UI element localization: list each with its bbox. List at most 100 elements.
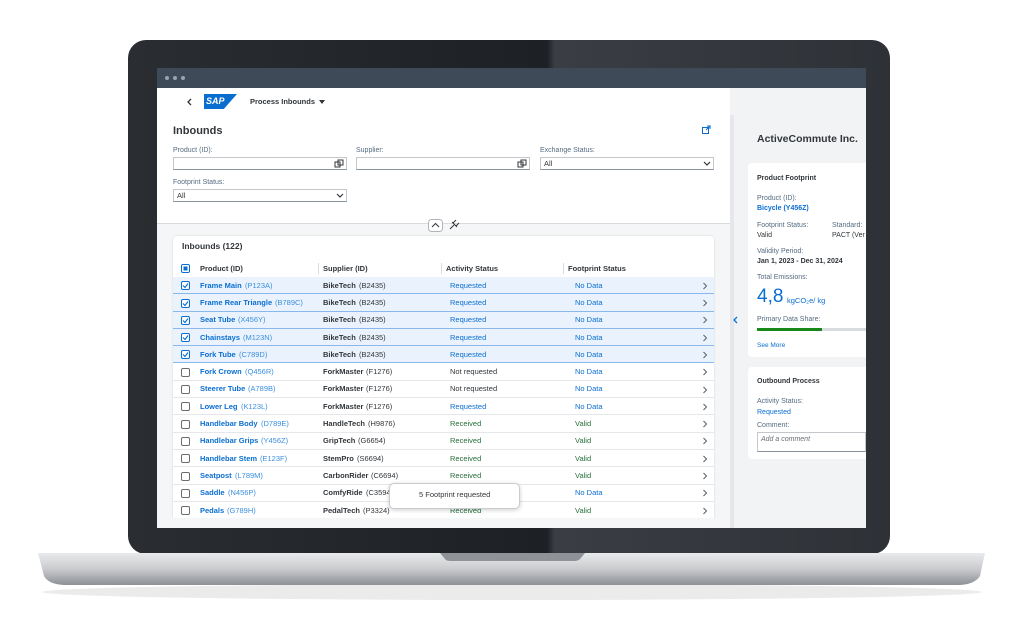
- product-name[interactable]: Frame Main: [200, 280, 242, 290]
- exchange-select[interactable]: [540, 157, 714, 170]
- checkbox[interactable]: [181, 281, 190, 291]
- checkbox[interactable]: [181, 264, 190, 273]
- share-icon[interactable]: [701, 125, 711, 135]
- checkbox[interactable]: [181, 436, 190, 446]
- table-card-bottom: [173, 518, 714, 528]
- table-row[interactable]: [173, 398, 714, 416]
- checkbox[interactable]: [181, 402, 190, 412]
- checkbox[interactable]: [181, 419, 190, 429]
- product-name[interactable]: Fork Crown: [200, 367, 242, 377]
- select-arrow[interactable]: [336, 192, 344, 200]
- product-name[interactable]: Handlebar Body: [200, 419, 258, 428]
- row-navigation[interactable]: [702, 386, 708, 394]
- supplier-name: ForkMaster: [323, 384, 364, 394]
- product-name[interactable]: Frame Rear Triangle: [200, 297, 273, 307]
- footprint-status: No Data: [575, 367, 603, 377]
- product-name[interactable]: Lower Leg: [200, 401, 238, 411]
- value-help-icon[interactable]: [517, 159, 527, 169]
- see-more-link[interactable]: See More: [757, 342, 786, 349]
- comment-input[interactable]: [757, 432, 866, 452]
- footprint-status: No Data: [575, 280, 603, 290]
- app-title[interactable]: Process Inbounds: [250, 97, 316, 106]
- emissions-value: 4,8: [757, 286, 784, 307]
- row-navigation[interactable]: [702, 351, 708, 359]
- product-name[interactable]: Handlebar Stem: [200, 453, 258, 463]
- header-toggle[interactable]: [428, 219, 464, 232]
- share-bar: [757, 328, 822, 331]
- row-navigation[interactable]: [702, 368, 708, 376]
- footprint-select[interactable]: [173, 189, 347, 202]
- row-navigation[interactable]: [702, 489, 708, 497]
- table-row[interactable]: [173, 328, 714, 347]
- footprint-card: [748, 163, 866, 357]
- table-row[interactable]: [173, 363, 714, 381]
- activity-status: Requested: [450, 280, 487, 290]
- value-help-icon[interactable]: [334, 159, 344, 169]
- table-row[interactable]: [173, 415, 714, 433]
- supplier-input[interactable]: [356, 157, 530, 170]
- product-name[interactable]: Fork Tube: [200, 349, 236, 359]
- table-row[interactable]: [173, 380, 714, 399]
- activity-status: Not requested: [450, 384, 498, 394]
- product-name[interactable]: Seat Tube: [200, 315, 236, 325]
- checkbox[interactable]: [181, 385, 190, 394]
- checkbox[interactable]: [181, 350, 190, 360]
- product-id: (Q456R): [245, 367, 274, 377]
- row-navigation[interactable]: [702, 437, 708, 445]
- supplier-id: (B2435): [359, 349, 386, 359]
- footprint-status: Valid: [575, 470, 592, 480]
- row-navigation[interactable]: [702, 403, 708, 411]
- activity-status: Received: [450, 419, 482, 428]
- checkbox[interactable]: [181, 367, 190, 377]
- checkbox[interactable]: [181, 333, 190, 343]
- product-name[interactable]: Steerer Tube: [200, 384, 246, 394]
- product-id: (K123L): [241, 401, 268, 411]
- row-navigation[interactable]: [702, 299, 708, 307]
- table-row[interactable]: [173, 432, 714, 450]
- supplier-id: (F1276): [366, 401, 393, 411]
- page-title: Inbounds: [173, 125, 223, 137]
- supplier-id: (B2435): [359, 332, 386, 342]
- table-row[interactable]: [173, 311, 714, 329]
- back-button[interactable]: [185, 97, 195, 107]
- row-navigation[interactable]: [702, 334, 708, 342]
- checkbox[interactable]: [181, 488, 190, 498]
- product-name[interactable]: Pedals: [200, 505, 225, 515]
- table-row[interactable]: [173, 450, 714, 468]
- filter-label: Exchange Status:: [540, 147, 595, 154]
- field-value[interactable]: Bicycle (Y456Z): [757, 205, 809, 212]
- table-row[interactable]: [173, 277, 714, 295]
- checkbox[interactable]: [181, 454, 190, 464]
- product-id: (X456Y): [238, 315, 266, 325]
- product-name[interactable]: Saddle: [200, 488, 225, 498]
- product-id: (L789M): [235, 470, 263, 480]
- select-arrow[interactable]: [703, 160, 711, 168]
- column-separator: [318, 263, 319, 274]
- checkbox[interactable]: [181, 315, 190, 325]
- table-row[interactable]: [173, 346, 714, 364]
- supplier-id: (F1276): [366, 367, 393, 377]
- row-navigation[interactable]: [702, 316, 708, 324]
- activity-status: Requested: [450, 315, 487, 325]
- activity-status: Received: [450, 453, 482, 463]
- supplier-name: BikeTech: [323, 349, 356, 359]
- product-input[interactable]: [173, 157, 347, 170]
- app-menu-arrow[interactable]: [318, 99, 326, 105]
- row-navigation[interactable]: [702, 420, 708, 428]
- checkbox[interactable]: [181, 471, 190, 481]
- row-navigation[interactable]: [702, 507, 708, 515]
- column-header: Product (ID): [200, 264, 243, 273]
- panel-splitter: [730, 115, 734, 528]
- row-navigation[interactable]: [702, 282, 708, 290]
- product-name[interactable]: Chainstays: [200, 332, 241, 342]
- supplier-id: (B2435): [359, 280, 386, 290]
- checkbox[interactable]: [181, 298, 190, 308]
- collapse-button[interactable]: [732, 316, 740, 324]
- footprint-status: No Data: [575, 315, 603, 325]
- checkbox[interactable]: [181, 506, 190, 516]
- row-navigation[interactable]: [702, 455, 708, 463]
- table-row[interactable]: [173, 294, 714, 312]
- product-name[interactable]: Handlebar Grips: [200, 436, 259, 446]
- product-name[interactable]: Seatpost: [200, 470, 232, 480]
- row-navigation[interactable]: [702, 472, 708, 480]
